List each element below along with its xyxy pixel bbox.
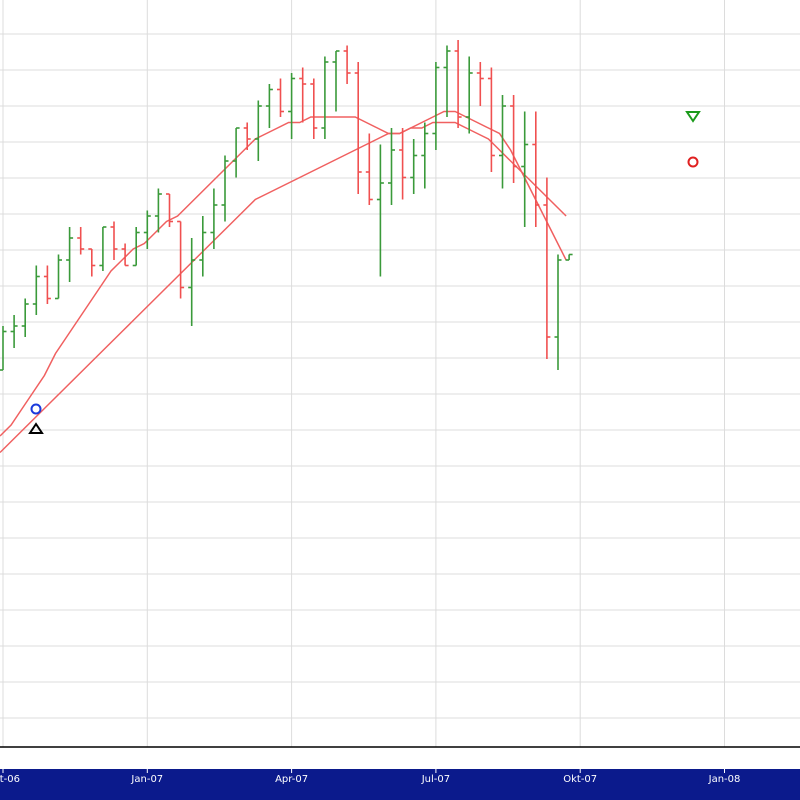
ohlc-bar (521, 111, 529, 227)
ohlc-bar (354, 62, 362, 194)
ohlc-bar (132, 227, 140, 267)
ohlc-bar (388, 128, 395, 205)
x-tick-label: Jul-07 (421, 774, 450, 785)
ohlc-bar (99, 226, 107, 271)
ohlc-bar (310, 78, 318, 139)
x-axis-ticks: Okt-06 Jan-07 Apr-07 Jul-07 Okt-07 Jan-08 (0, 769, 740, 785)
ohlc-bar (77, 227, 85, 255)
ma-slow-line (0, 121, 567, 454)
ohlc-bar (188, 238, 196, 326)
sell-signal-marker (687, 156, 699, 168)
moving-averages (0, 110, 567, 454)
x-axis-band (0, 769, 800, 800)
grid (0, 0, 800, 747)
buy-signal-triangle-icon (28, 422, 44, 434)
ohlc-bar (232, 127, 240, 178)
ohlc-bar (143, 210, 151, 249)
ohlc-bar (410, 139, 418, 194)
ohlc-bars (0, 40, 573, 371)
ohlc-bar (177, 220, 185, 299)
x-tick-label: Jan-08 (708, 774, 741, 785)
ohlc-bar (154, 188, 162, 233)
ohlc-bar (465, 56, 473, 134)
x-tick-label: Apr-07 (275, 774, 308, 785)
x-tick-label: Okt-06 (0, 774, 20, 785)
ohlc-bar (343, 45, 351, 84)
ohlc-bar (510, 95, 518, 183)
ohlc-bar (210, 188, 218, 249)
ohlc-bar (487, 67, 495, 172)
ohlc-bar (199, 216, 207, 277)
ohlc-bar (454, 40, 462, 128)
signal-markers (28, 111, 701, 434)
ohlc-bar (432, 62, 440, 150)
ohlc-bar (21, 298, 29, 337)
ohlc-bar (399, 128, 407, 200)
ohlc-bar (66, 227, 74, 282)
buy-signal-marker (30, 403, 42, 415)
ohlc-bar (332, 50, 340, 112)
ohlc-bar (499, 95, 506, 189)
ohlc-bar (299, 67, 307, 123)
ohlc-bar (288, 73, 296, 139)
ohlc-bar (265, 84, 273, 128)
ohlc-bar (243, 122, 251, 150)
ohlc-bar (565, 253, 573, 261)
ohlc-bar (476, 62, 484, 106)
ohlc-bar (543, 177, 551, 359)
ohlc-bar (221, 155, 229, 222)
x-tick-label: Jan-07 (130, 774, 163, 785)
ohlc-bar (321, 56, 329, 139)
ohlc-bar (110, 221, 118, 260)
ma-fast-line (0, 110, 567, 437)
ohlc-bar (0, 326, 7, 371)
ohlc-bar (43, 265, 51, 304)
x-tick-label: Okt-07 (563, 774, 597, 785)
ohlc-bar (376, 144, 384, 277)
ohlc-bar (365, 133, 373, 205)
ohlc-bar (277, 78, 284, 117)
ohlc-bar (32, 265, 40, 315)
ohlc-bar (121, 243, 129, 267)
sell-signal-triangle-icon (685, 111, 701, 123)
ohlc-bar (554, 254, 562, 370)
ohlc-bar (254, 100, 262, 161)
ohlc-bar (10, 315, 18, 348)
ohlc-bar (88, 248, 96, 277)
ohlc-bar (166, 193, 173, 227)
ohlc-bar (421, 122, 429, 189)
ohlc-bar (532, 111, 540, 227)
ohlc-bar (443, 45, 451, 117)
ohlc-bar (55, 254, 62, 300)
